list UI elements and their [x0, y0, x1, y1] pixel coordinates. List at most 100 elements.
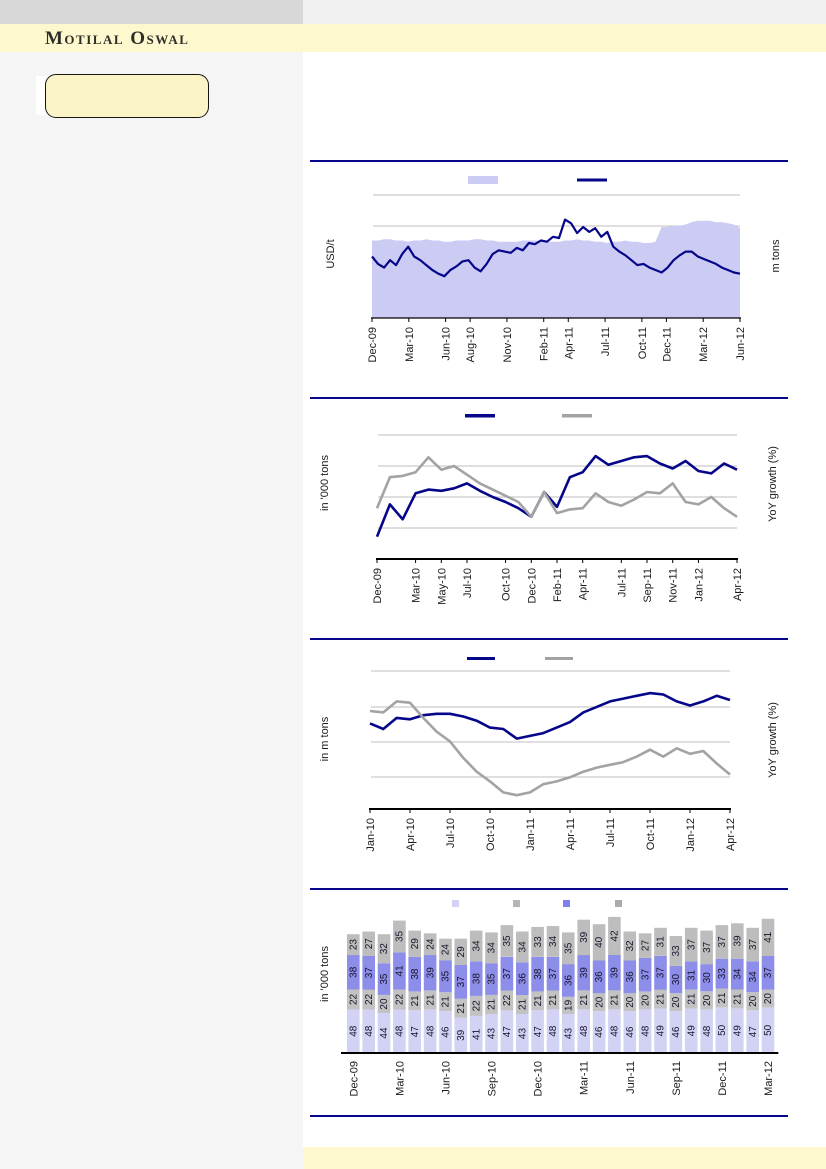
- x-tick-label: Jun-10: [440, 1061, 452, 1095]
- x-tick-label: Oct-11: [637, 327, 649, 359]
- bar-value-label: 49: [686, 1025, 697, 1037]
- bar-segment: [731, 958, 744, 990]
- chart1-left-axis-label: USD/t: [325, 239, 337, 269]
- bar-segment: [408, 956, 421, 992]
- bar-value-label: 37: [640, 969, 651, 981]
- gridlines: [373, 194, 740, 227]
- bar-value-label: 23: [349, 939, 360, 951]
- bar-value-label: 30: [671, 974, 682, 986]
- bar-segment: [408, 1010, 421, 1053]
- callout-box: [45, 74, 209, 118]
- bar-segment: [531, 956, 544, 992]
- bar-value-label: 48: [548, 1025, 559, 1037]
- bar-value-label: 35: [502, 935, 513, 947]
- bar-segment: [715, 925, 729, 959]
- bar-segment: [684, 961, 698, 990]
- bar-value-label: 20: [379, 998, 390, 1010]
- bar-segment: [546, 956, 560, 991]
- bar-value-label: 37: [702, 941, 713, 953]
- bar-value-label: 22: [471, 1000, 482, 1012]
- price-volume-area-chart: Dec-09 Mar-10 Jun-10 Aug-10 Nov-10 Feb-11 Apr-…: [367, 176, 747, 362]
- bar-value-label: 47: [502, 1026, 513, 1038]
- bar-value-label: 49: [656, 1025, 667, 1037]
- bar-segment: [577, 919, 590, 956]
- bar-segment: [439, 1011, 452, 1053]
- bar-segment: [684, 1008, 698, 1053]
- bar-segment: [377, 934, 391, 964]
- bar-value-label: 39: [733, 935, 744, 947]
- bar-segment: [546, 1009, 560, 1053]
- bar-value-label: 36: [594, 971, 605, 983]
- bar-segment: [485, 995, 498, 1014]
- gray-line: [375, 455, 738, 519]
- bar-segment: [715, 1007, 729, 1054]
- bar-value-label: 36: [564, 974, 575, 986]
- x-tick-label: Oct-11: [645, 818, 657, 850]
- bar-segment: [700, 964, 713, 992]
- bar-value-label: 20: [640, 994, 651, 1006]
- bottom-yellow-band: [303, 1147, 826, 1169]
- x-tick-label: Jul-10: [445, 818, 457, 848]
- bar-value-label: 24: [425, 938, 436, 950]
- bar-segment: [439, 938, 452, 961]
- bar-value-label: 37: [456, 976, 467, 988]
- bar-segment: [592, 993, 606, 1012]
- bar-segment: [362, 931, 375, 956]
- segment-2-swatch: [513, 900, 520, 907]
- bar-value-label: 48: [364, 1025, 375, 1037]
- bar-value-label: 39: [579, 967, 590, 979]
- bar-value-label: 41: [763, 931, 774, 943]
- segment-3-swatch: [563, 900, 570, 907]
- bar-segment: [608, 955, 621, 991]
- bar-value-label: 38: [349, 966, 360, 978]
- bar-segment: [592, 960, 606, 994]
- bar-value-label: 21: [717, 992, 728, 1004]
- bar-segment: [669, 993, 683, 1012]
- bar-segment: [715, 988, 729, 1008]
- bar-segment: [531, 1010, 544, 1053]
- bar-value-label: 42: [610, 930, 621, 942]
- x-tick-label: Dec-11: [717, 1061, 729, 1096]
- bar-value-label: 49: [733, 1025, 744, 1037]
- chart3-right-axis-label: YoY growth (%): [767, 702, 779, 778]
- bar-value-label: 37: [717, 936, 728, 948]
- x-tick-label: Nov-11: [668, 568, 680, 603]
- x-tick-label: Jun-11: [625, 1061, 637, 1094]
- bar-value-label: 34: [733, 968, 744, 980]
- bar-value-label: 43: [517, 1028, 528, 1040]
- bar-value-label: 48: [579, 1025, 590, 1037]
- x-tick-label: Feb-11: [539, 327, 551, 361]
- bar-segment: [684, 927, 698, 962]
- bar-value-label: 30: [702, 972, 713, 984]
- bar-segment: [638, 957, 652, 992]
- section-divider: [310, 888, 788, 890]
- bar-segment: [423, 990, 437, 1010]
- x-tick-label: Jan-12: [693, 568, 705, 602]
- x-tick-label: Feb-11: [552, 568, 564, 602]
- bar-segment: [669, 1011, 683, 1053]
- bar-segment: [454, 1017, 468, 1053]
- bar-value-label: 21: [441, 996, 452, 1008]
- x-tick-label: Mar-10: [404, 327, 416, 362]
- bar-segment: [531, 991, 544, 1011]
- bar-segment: [623, 931, 637, 961]
- bar-segment: [562, 1014, 575, 1053]
- bar-segment: [761, 956, 775, 990]
- x-tick-label: Jul-11: [616, 568, 628, 597]
- bar-segment: [500, 1010, 514, 1053]
- bar-value-label: 20: [625, 996, 636, 1008]
- bar-segment: [347, 1009, 360, 1053]
- bar-segment: [577, 1009, 590, 1053]
- section-divider: [310, 638, 788, 640]
- bar-value-label: 20: [594, 996, 605, 1008]
- bar-value-label: 20: [748, 995, 759, 1007]
- bar-value-label: 27: [640, 940, 651, 952]
- section-divider: [310, 1115, 788, 1117]
- bar-value-label: 22: [395, 993, 406, 1005]
- bar-value-label: 21: [548, 994, 559, 1006]
- bar-segment: [731, 1008, 744, 1053]
- bar-segment: [562, 932, 575, 965]
- bar-segment: [469, 961, 483, 996]
- bar-value-label: 36: [625, 971, 636, 983]
